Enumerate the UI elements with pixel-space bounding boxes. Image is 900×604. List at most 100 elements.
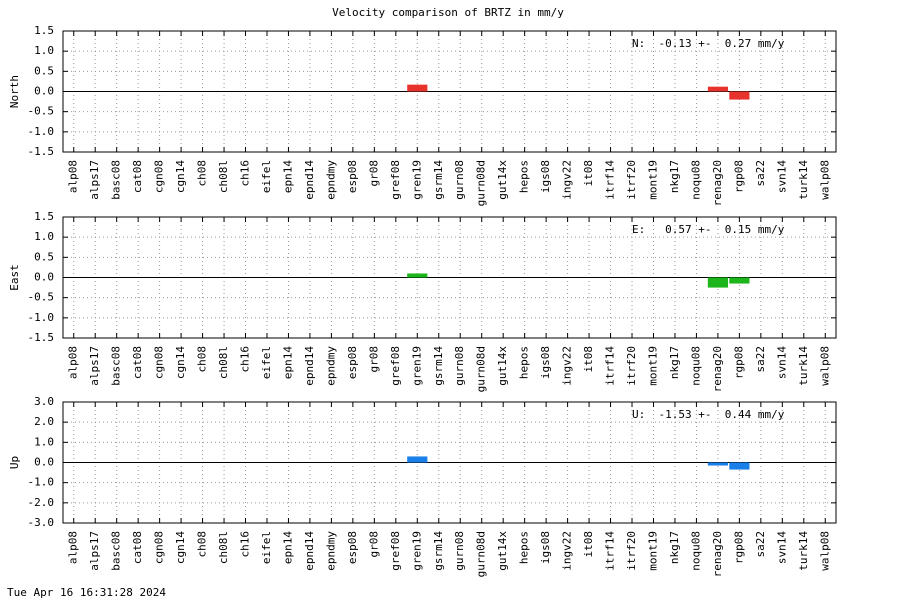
- bar: [407, 84, 428, 92]
- y-tick-label: 0.0: [34, 456, 54, 469]
- plot-frame: [62, 216, 837, 339]
- x-tick-label: esp08: [346, 160, 359, 193]
- stats-annotation: E: 0.57 +- 0.15 mm/y: [632, 223, 785, 236]
- x-tick-label: epn14: [281, 531, 294, 564]
- x-tick-label: renag20: [711, 160, 724, 206]
- x-tick-label: cat08: [131, 160, 144, 193]
- x-tick-label: svn14: [775, 531, 788, 564]
- x-tick-label: noqu08: [689, 346, 702, 386]
- x-tick-label: gut14x: [496, 531, 509, 571]
- x-tick-label: itrf20: [625, 531, 638, 571]
- x-tick-label: basc08: [110, 346, 123, 386]
- x-tick-label: gref08: [389, 160, 402, 200]
- x-tick-label: ch08: [196, 160, 209, 187]
- x-tick-label: eifel: [260, 531, 273, 564]
- x-tick-label: igs08: [539, 346, 552, 379]
- x-tick-label: cat08: [131, 531, 144, 564]
- plot-frame: [62, 30, 837, 153]
- x-tick-label: gut14x: [496, 346, 509, 386]
- x-tick-label: esp08: [346, 346, 359, 379]
- x-tick-label: gsrm14: [432, 346, 445, 386]
- x-tick-label: gsrm14: [432, 160, 445, 200]
- x-tick-label: noqu08: [689, 160, 702, 200]
- x-tick-label: nkg17: [668, 531, 681, 564]
- x-tick-label: gsrm14: [432, 531, 445, 571]
- bar: [707, 462, 728, 466]
- x-tick-label: rgp08: [732, 346, 745, 379]
- bar: [729, 277, 750, 284]
- x-tick-label: gr08: [367, 346, 380, 373]
- x-tick-label: it08: [582, 346, 595, 373]
- x-tick-label: alps17: [88, 346, 101, 386]
- x-tick-label: cgn14: [174, 160, 187, 193]
- x-tick-label: alp08: [67, 160, 80, 193]
- x-tick-label: cgn14: [174, 346, 187, 379]
- bar: [707, 86, 728, 92]
- y-tick-label: -1.0: [28, 476, 55, 489]
- y-tick-label: -1.0: [28, 311, 55, 324]
- x-tick-label: hepos: [518, 160, 531, 193]
- x-tick-label: itrf14: [604, 346, 617, 386]
- x-tick-label: epndmy: [324, 160, 337, 200]
- bar: [407, 456, 428, 463]
- y-tick-label: 1.5: [34, 210, 54, 223]
- y-tick-label: 1.0: [34, 435, 54, 448]
- y-tick-label: 1.0: [34, 230, 54, 243]
- y-tick-label: -0.5: [28, 105, 55, 118]
- y-tick-label: -1.0: [28, 125, 55, 138]
- y-axis-label: North: [8, 75, 21, 108]
- x-tick-label: epn14: [281, 346, 294, 379]
- x-tick-label: turk14: [797, 160, 810, 200]
- x-tick-label: gr08: [367, 531, 380, 558]
- x-tick-label: epndmy: [324, 346, 337, 386]
- x-tick-label: turk14: [797, 346, 810, 386]
- x-tick-label: rgp08: [732, 531, 745, 564]
- x-tick-label: mont19: [646, 531, 659, 571]
- x-tick-label: hepos: [518, 531, 531, 564]
- plot-frame: [62, 401, 837, 524]
- x-tick-label: itrf14: [604, 160, 617, 200]
- x-tick-label: gren19: [410, 346, 423, 386]
- x-tick-label: alps17: [88, 160, 101, 200]
- x-tick-label: itrf20: [625, 160, 638, 200]
- bar: [729, 91, 750, 100]
- y-tick-label: 0.5: [34, 250, 54, 263]
- bar: [707, 277, 728, 288]
- x-tick-label: noqu08: [689, 531, 702, 571]
- x-tick-label: nkg17: [668, 346, 681, 379]
- x-tick-label: epn14: [281, 160, 294, 193]
- x-tick-label: gren19: [410, 531, 423, 571]
- x-tick-label: epnd14: [303, 160, 316, 200]
- x-tick-label: ingv22: [561, 346, 574, 386]
- x-tick-label: ch08l: [217, 531, 230, 564]
- x-tick-label: svn14: [775, 346, 788, 379]
- bar: [729, 462, 750, 470]
- x-tick-label: renag20: [711, 531, 724, 577]
- x-tick-label: cgn08: [153, 531, 166, 564]
- x-tick-label: turk14: [797, 531, 810, 571]
- page-title: Velocity comparison of BRTZ in mm/y: [332, 6, 564, 19]
- x-tick-label: basc08: [110, 160, 123, 200]
- y-tick-label: -1.5: [28, 145, 55, 158]
- x-tick-label: eifel: [260, 346, 273, 379]
- x-tick-label: gurn08: [453, 160, 466, 200]
- x-tick-label: ch16: [239, 346, 252, 373]
- x-tick-label: nkg17: [668, 160, 681, 193]
- x-tick-label: alp08: [67, 346, 80, 379]
- x-tick-label: gut14x: [496, 160, 509, 200]
- y-axis-label: Up: [8, 456, 21, 469]
- x-tick-label: itrf20: [625, 346, 638, 386]
- y-tick-label: -3.0: [28, 516, 55, 529]
- y-tick-label: 1.5: [34, 24, 54, 37]
- x-tick-label: gurn08: [453, 531, 466, 571]
- x-tick-label: alp08: [67, 531, 80, 564]
- bar: [407, 273, 428, 278]
- x-tick-label: walp08: [818, 160, 831, 200]
- y-tick-label: 2.0: [34, 415, 54, 428]
- x-tick-label: it08: [582, 160, 595, 187]
- y-tick-label: 0.5: [34, 64, 54, 77]
- x-tick-label: sa22: [754, 160, 767, 187]
- x-tick-label: esp08: [346, 531, 359, 564]
- stats-annotation: U: -1.53 +- 0.44 mm/y: [632, 408, 785, 421]
